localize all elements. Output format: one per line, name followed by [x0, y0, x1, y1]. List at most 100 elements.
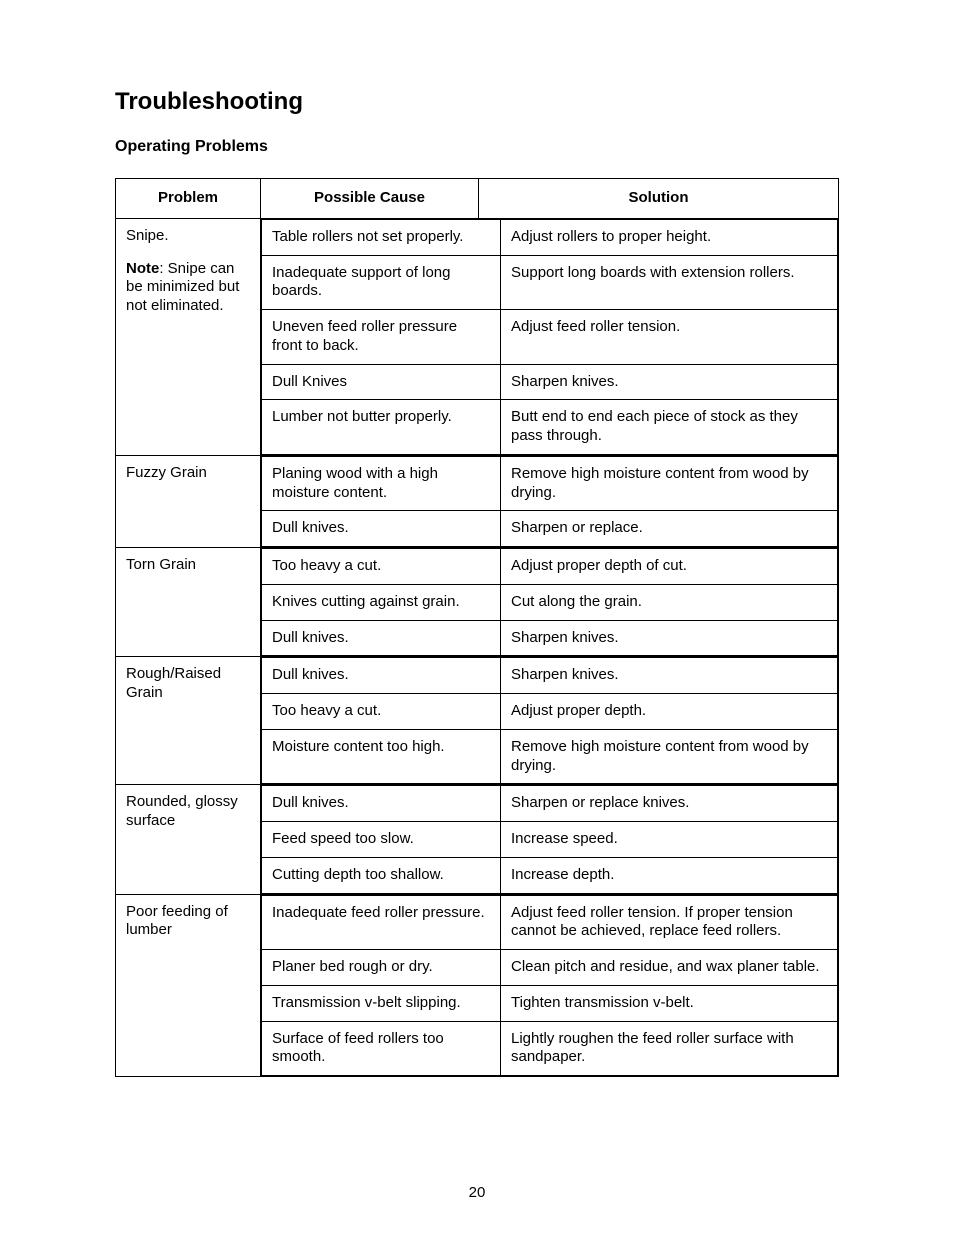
table-row: Snipe. Note: Snipe can be minimized but n… [116, 218, 839, 455]
cause-solution-row: Cutting depth too shallow.Increase depth… [262, 857, 838, 893]
cause-solution-pairs: Dull knives.Sharpen or replace knives.Fe… [261, 785, 838, 893]
cause-solution-pairs: Too heavy a cut.Adjust proper depth of c… [261, 548, 838, 656]
cause-text: Inadequate feed roller pressure. [262, 895, 501, 950]
cause-text: Knives cutting against grain. [262, 584, 501, 620]
cause-text: Transmission v-belt slipping. [262, 985, 501, 1021]
cause-solution-pairs: Inadequate feed roller pressure.Adjust f… [261, 895, 838, 1077]
cause-text: Moisture content too high. [262, 729, 501, 784]
solution-text: Sharpen knives. [501, 620, 838, 656]
cause-solution-row: Table rollers not set properly.Adjust ro… [262, 219, 838, 255]
header-solution: Solution [479, 179, 839, 219]
cause-solution-row: Too heavy a cut.Adjust proper depth. [262, 694, 838, 730]
problem-note: Note: Snipe can be minimized but not eli… [126, 260, 252, 316]
cause-text: Too heavy a cut. [262, 694, 501, 730]
cause-text: Inadequate support of long boards. [262, 255, 501, 310]
table-row: Poor feeding of lumber Inadequate feed ro… [116, 894, 839, 1077]
problem-cell: Snipe. Note: Snipe can be minimized but n… [116, 218, 261, 455]
solution-text: Support long boards with extension rolle… [501, 255, 838, 310]
solution-text: Remove high moisture content from wood b… [501, 456, 838, 511]
solution-text: Clean pitch and residue, and wax planer … [501, 950, 838, 986]
problem-text: Torn Grain [126, 556, 252, 575]
table-row: Rough/Raised GrainDull knives.Sharpen kn… [116, 657, 839, 785]
problem-text: Rough/Raised Grain [126, 665, 252, 703]
cause-text: Table rollers not set properly. [262, 219, 501, 255]
solution-text: Sharpen or replace. [501, 511, 838, 547]
solution-text: Increase speed. [501, 822, 838, 858]
problem-text: Fuzzy Grain [126, 464, 252, 483]
problem-text: Snipe. [126, 227, 252, 246]
cause-solution-pairs: Dull knives.Sharpen knives.Too heavy a c… [261, 657, 838, 784]
problem-cell: Torn Grain [116, 548, 261, 657]
problem-cell: Rounded, glossy surface [116, 785, 261, 894]
cause-solution-row: Surface of feed rollers too smooth.Light… [262, 1021, 838, 1076]
solution-text: Remove high moisture content from wood b… [501, 729, 838, 784]
solution-text: Butt end to end each piece of stock as t… [501, 400, 838, 455]
page-subtitle: Operating Problems [115, 138, 839, 156]
problem-cell: Fuzzy Grain [116, 455, 261, 547]
cause-text: Dull knives. [262, 620, 501, 656]
solution-text: Cut along the grain. [501, 584, 838, 620]
cause-solution-cell: Too heavy a cut.Adjust proper depth of c… [261, 548, 839, 657]
cause-solution-row: Planing wood with a high moisture conten… [262, 456, 838, 511]
solution-text: Tighten transmission v-belt. [501, 985, 838, 1021]
solution-text: Sharpen knives. [501, 364, 838, 400]
problem-cell: Poor feeding of lumber [116, 894, 261, 1077]
solution-text: Increase depth. [501, 857, 838, 893]
cause-solution-row: Inadequate feed roller pressure.Adjust f… [262, 895, 838, 950]
solution-text: Adjust proper depth. [501, 694, 838, 730]
problem-text: Poor feeding of lumber [126, 903, 252, 941]
cause-text: Feed speed too slow. [262, 822, 501, 858]
cause-solution-row: Uneven feed roller pressure front to bac… [262, 310, 838, 365]
cause-solution-row: Transmission v-belt slipping.Tighten tra… [262, 985, 838, 1021]
cause-solution-row: Moisture content too high.Remove high mo… [262, 729, 838, 784]
cause-text: Dull knives. [262, 511, 501, 547]
solution-text: Adjust feed roller tension. If proper te… [501, 895, 838, 950]
solution-text: Sharpen knives. [501, 658, 838, 694]
table-row: Rounded, glossy surfaceDull knives.Sharp… [116, 785, 839, 894]
page-number: 20 [0, 1184, 954, 1201]
table-header-row: Problem Possible Cause Solution [116, 179, 839, 219]
cause-text: Uneven feed roller pressure front to bac… [262, 310, 501, 365]
cause-solution-row: Dull knives.Sharpen knives. [262, 658, 838, 694]
cause-text: Dull knives. [262, 786, 501, 822]
problem-note-label: Note [126, 260, 159, 277]
solution-text: Lightly roughen the feed roller surface … [501, 1021, 838, 1076]
cause-text: Cutting depth too shallow. [262, 857, 501, 893]
cause-solution-cell: Dull knives.Sharpen knives.Too heavy a c… [261, 657, 839, 785]
cause-solution-row: Dull knives.Sharpen knives. [262, 620, 838, 656]
cause-solution-row: Too heavy a cut.Adjust proper depth of c… [262, 549, 838, 585]
cause-text: Planing wood with a high moisture conten… [262, 456, 501, 511]
table-row: Torn Grain Too heavy a cut.Adjust proper … [116, 548, 839, 657]
solution-text: Adjust feed roller tension. [501, 310, 838, 365]
troubleshooting-table: Problem Possible Cause Solution Snipe. No… [115, 178, 839, 1077]
cause-solution-row: Dull knives.Sharpen or replace. [262, 511, 838, 547]
cause-solution-row: Dull KnivesSharpen knives. [262, 364, 838, 400]
header-cause: Possible Cause [261, 179, 479, 219]
cause-solution-row: Lumber not butter properly.Butt end to e… [262, 400, 838, 455]
cause-text: Dull Knives [262, 364, 501, 400]
cause-solution-cell: Planing wood with a high moisture conten… [261, 455, 839, 547]
cause-text: Lumber not butter properly. [262, 400, 501, 455]
cause-solution-row: Dull knives.Sharpen or replace knives. [262, 786, 838, 822]
solution-text: Sharpen or replace knives. [501, 786, 838, 822]
cause-solution-row: Feed speed too slow.Increase speed. [262, 822, 838, 858]
cause-solution-cell: Inadequate feed roller pressure.Adjust f… [261, 894, 839, 1077]
cause-text: Dull knives. [262, 658, 501, 694]
cause-text: Surface of feed rollers too smooth. [262, 1021, 501, 1076]
cause-solution-row: Inadequate support of long boards.Suppor… [262, 255, 838, 310]
table-body: Snipe. Note: Snipe can be minimized but n… [116, 218, 839, 1076]
problem-cell: Rough/Raised Grain [116, 657, 261, 785]
page-title: Troubleshooting [115, 88, 839, 116]
document-page: Troubleshooting Operating Problems Probl… [0, 0, 954, 1235]
cause-solution-cell: Dull knives.Sharpen or replace knives.Fe… [261, 785, 839, 894]
solution-text: Adjust proper depth of cut. [501, 549, 838, 585]
cause-solution-row: Planer bed rough or dry.Clean pitch and … [262, 950, 838, 986]
cause-solution-row: Knives cutting against grain.Cut along t… [262, 584, 838, 620]
cause-text: Planer bed rough or dry. [262, 950, 501, 986]
table-row: Fuzzy Grain Planing wood with a high mois… [116, 455, 839, 547]
cause-solution-cell: Table rollers not set properly.Adjust ro… [261, 218, 839, 455]
cause-text: Too heavy a cut. [262, 549, 501, 585]
cause-solution-pairs: Table rollers not set properly.Adjust ro… [261, 219, 838, 455]
header-problem: Problem [116, 179, 261, 219]
problem-text: Rounded, glossy surface [126, 793, 252, 831]
